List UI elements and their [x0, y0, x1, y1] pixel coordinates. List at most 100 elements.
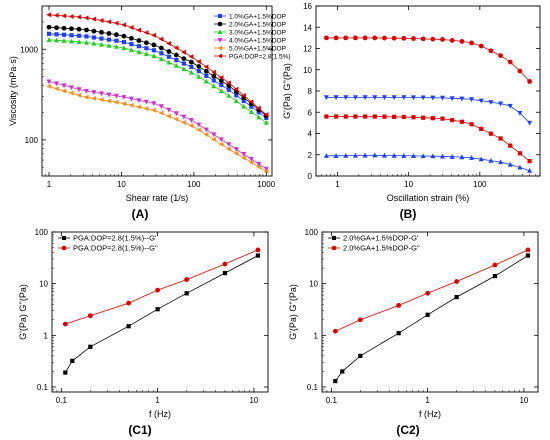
data-point: [76, 92, 82, 98]
legend-marker: [217, 53, 222, 59]
data-point: [188, 69, 194, 75]
data-point: [459, 39, 465, 44]
legend-marker: [217, 45, 222, 51]
series-line: [326, 37, 530, 82]
plot-frame: [51, 231, 269, 393]
data-point: [68, 38, 74, 44]
data-point: [136, 104, 142, 110]
data-point: [196, 73, 202, 79]
data-point: [469, 97, 475, 103]
data-point: [99, 29, 104, 35]
data-point: [248, 109, 254, 114]
x-tick-label: 1: [155, 396, 160, 405]
data-point: [98, 91, 104, 97]
y-tick-label: 100: [35, 228, 49, 237]
data-point: [174, 58, 179, 63]
x-axis-label: f (Hz): [149, 409, 171, 419]
data-point: [188, 54, 194, 60]
data-point: [91, 28, 97, 34]
chart-panel-c1: (C1) 0.1 1 10 0.1 1 10 100 f (Hz) G'(Pa) G''(Pa)…: [18, 228, 269, 437]
data-point: [46, 83, 52, 89]
data-point: [181, 49, 186, 55]
data-point: [226, 146, 231, 152]
data-point: [358, 353, 363, 358]
data-point: [381, 95, 387, 101]
data-point: [91, 40, 97, 46]
data-point: [333, 35, 339, 41]
data-point: [136, 27, 142, 33]
data-point: [498, 136, 503, 141]
data-point: [128, 102, 134, 108]
y-tick-label: 0.1: [307, 383, 319, 392]
data-point: [113, 20, 119, 26]
data-point: [173, 45, 179, 51]
data-point: [333, 114, 339, 119]
data-point: [128, 96, 134, 102]
data-point: [256, 110, 261, 115]
y-axis-label: G'(Pa) G''(Pa): [282, 63, 292, 119]
data-point: [98, 41, 104, 47]
data-point: [241, 155, 246, 161]
legend-marker: [332, 236, 336, 240]
data-point: [83, 88, 89, 94]
y-tick-label: 14: [303, 23, 312, 32]
data-point: [113, 99, 119, 105]
data-point: [203, 127, 209, 133]
data-point: [203, 64, 209, 70]
y-tick-label: 100: [25, 136, 39, 145]
data-point: [126, 300, 132, 306]
data-point: [106, 31, 112, 36]
data-point: [151, 32, 156, 38]
data-point: [136, 38, 142, 43]
data-point: [333, 153, 339, 158]
data-point: [401, 95, 407, 101]
data-point: [166, 49, 172, 54]
data-point: [211, 73, 217, 79]
data-point: [498, 53, 503, 58]
data-point: [248, 99, 254, 105]
data-point: [211, 78, 216, 83]
data-point: [143, 51, 149, 57]
data-point: [332, 328, 338, 334]
data-point: [219, 82, 224, 88]
data-point: [144, 40, 149, 46]
data-point: [527, 79, 532, 84]
data-point: [211, 83, 217, 89]
panel-label-c2: (C2): [396, 423, 419, 437]
data-point: [333, 95, 339, 101]
data-point: [401, 114, 406, 120]
data-point: [498, 159, 504, 165]
data-point: [188, 123, 194, 129]
data-point: [128, 47, 134, 53]
data-point: [233, 147, 239, 152]
data-point: [507, 103, 513, 109]
x-tick-label: 100: [473, 180, 487, 189]
data-point: [61, 38, 67, 43]
data-point: [478, 43, 484, 49]
data-point: [488, 131, 493, 136]
data-point: [166, 113, 171, 119]
y-tick-label: 4: [308, 130, 313, 139]
data-point: [362, 95, 368, 101]
data-point: [507, 59, 513, 65]
series-line: [64, 255, 259, 373]
data-point: [151, 53, 157, 59]
data-point: [382, 114, 387, 119]
legend-label: PGA:DOP=2.8(1.5%)--G'': [73, 244, 158, 253]
data-point: [248, 159, 254, 165]
data-point: [263, 166, 269, 172]
series-line: [326, 116, 530, 162]
data-point: [323, 95, 329, 101]
data-point: [143, 106, 149, 112]
legend: 1.0%GA+1.5%DOP2.0%GA+1.5%DOP3.0%GA+1.5%D…: [214, 14, 291, 61]
data-point: [479, 126, 484, 131]
data-point: [151, 101, 157, 107]
data-point: [324, 35, 329, 41]
data-point: [440, 153, 446, 159]
data-point: [525, 247, 531, 253]
data-point: [91, 95, 97, 101]
data-point: [61, 25, 67, 31]
data-point: [184, 277, 190, 282]
data-point: [181, 66, 187, 72]
data-point: [525, 253, 531, 258]
